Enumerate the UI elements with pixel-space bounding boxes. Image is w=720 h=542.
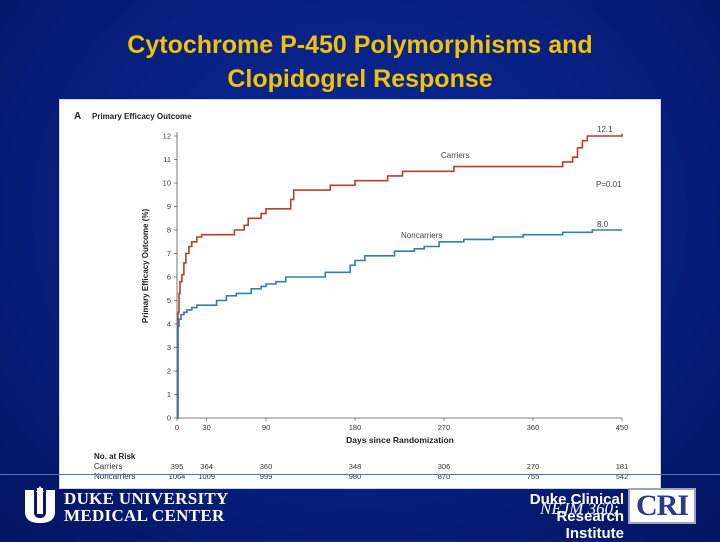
- y-tick-label: 9: [167, 202, 171, 211]
- duke-wordmark-line1: DUKE UNIVERSITY: [64, 489, 229, 508]
- end-label-carriers: 12.1: [597, 125, 613, 134]
- at-risk-value: 542: [616, 472, 629, 481]
- duke-wordmark-line2: MEDICAL CENTER: [64, 506, 225, 525]
- y-tick-label: 1: [167, 390, 171, 399]
- at-risk-value: 360: [260, 462, 273, 471]
- y-tick-label: 10: [163, 179, 171, 188]
- x-tick-label: 90: [262, 423, 270, 432]
- p-value-label: P=0.01: [596, 180, 622, 189]
- y-tick-label: 4: [167, 320, 171, 329]
- at-risk-value: 364: [200, 462, 213, 471]
- x-tick-label: 270: [438, 423, 451, 432]
- at-risk-value: 870: [438, 472, 451, 481]
- efficacy-chart: A Primary Efficacy Outcome Primary Effic…: [74, 111, 629, 481]
- y-tick-label: 0: [167, 414, 171, 423]
- at-risk-label-noncarriers: Noncarriers: [94, 472, 135, 481]
- duke-chapel-logo-icon: [25, 486, 55, 523]
- cri-logo-icon: CRI: [628, 488, 696, 524]
- dcri-wordmark: Duke Clinical Research Institute: [506, 491, 624, 542]
- at-risk-value: 306: [438, 462, 451, 471]
- slide-title-line2: Clopidogrel Response: [227, 65, 493, 93]
- y-tick-label: 7: [167, 249, 171, 258]
- y-axis-label: Primary Efficacy Outcome (%): [141, 209, 150, 324]
- y-tick-label: 5: [167, 296, 171, 305]
- at-risk-label-carriers: Carriers: [94, 462, 122, 471]
- series-label-noncarriers: Noncarriers: [401, 231, 442, 240]
- at-risk-value: 1064: [169, 472, 186, 481]
- at-risk-header: No. at Risk: [94, 452, 136, 461]
- figure-panel: A Primary Efficacy Outcome Primary Effic…: [60, 100, 660, 488]
- series-line-carriers: [177, 133, 623, 419]
- at-risk-value: 348: [349, 462, 362, 471]
- at-risk-value: 395: [171, 462, 184, 471]
- duke-medical-center-wordmark: DUKE UNIVERSITY MEDICAL CENTER: [64, 490, 229, 524]
- x-tick-label: 360: [527, 423, 540, 432]
- y-tick-label: 8: [167, 226, 171, 235]
- at-risk-value: 755: [527, 472, 540, 481]
- end-label-noncarriers: 8.0: [597, 220, 609, 229]
- dcri-line1: Duke Clinical: [529, 491, 624, 508]
- citation: NEJM 360;: [540, 499, 619, 518]
- at-risk-value: 270: [527, 462, 540, 471]
- at-risk-value: 999: [260, 472, 273, 481]
- slide-title-line1: Cytochrome P-450 Polymorphisms and: [127, 31, 593, 59]
- panel-label: A: [74, 111, 81, 122]
- y-tick-label: 11: [163, 155, 171, 164]
- chart-title: Primary Efficacy Outcome: [92, 112, 192, 121]
- y-tick-label: 3: [167, 343, 171, 352]
- y-tick-label: 2: [167, 367, 171, 376]
- at-risk-value: 181: [616, 462, 629, 471]
- dcri-line2: Research Institute: [556, 508, 624, 542]
- at-risk-value: 980: [349, 472, 362, 481]
- slide-title: Cytochrome P-450 Polymorphisms and Clopi…: [0, 28, 720, 96]
- x-axis-label: Days since Randomization: [346, 435, 454, 445]
- x-tick-label: 180: [349, 423, 362, 432]
- series-line-noncarriers: [177, 229, 622, 419]
- x-tick-label: 450: [616, 423, 629, 432]
- footer-divider: [0, 474, 720, 475]
- x-tick-label: 30: [202, 423, 210, 432]
- at-risk-value: 1009: [198, 472, 215, 481]
- y-tick-label: 6: [167, 273, 171, 282]
- x-tick-label: 0: [175, 423, 179, 432]
- series-label-carriers: Carriers: [441, 151, 469, 160]
- y-tick-label: 12: [163, 132, 171, 141]
